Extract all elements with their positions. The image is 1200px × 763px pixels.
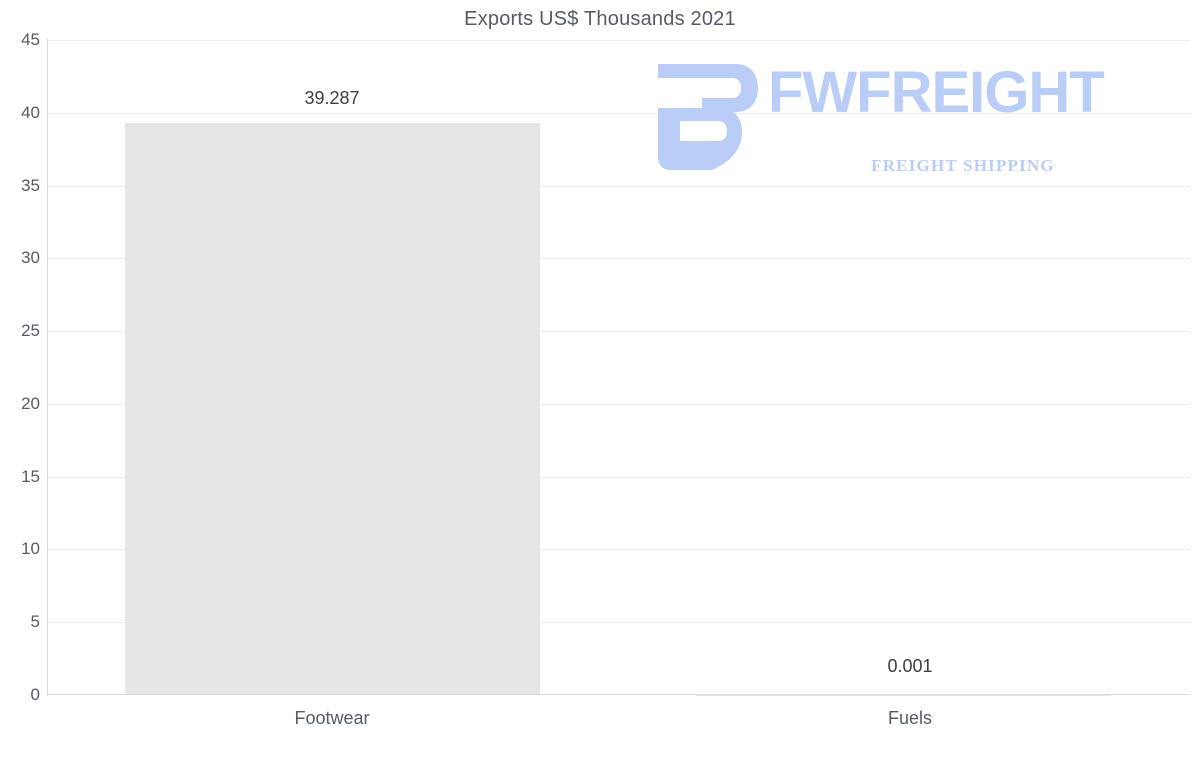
gridline [47, 549, 1190, 551]
y-tick-label: 40 [21, 102, 40, 122]
page-title: Exports US$ Thousands 2021 [464, 8, 736, 30]
gridline [47, 258, 1190, 260]
gridline [47, 112, 1190, 114]
gridline [47, 331, 1190, 333]
x-axis-line [47, 694, 1190, 695]
x-tick-label-footwear: Footwear [294, 708, 370, 728]
y-axis-tick-labels: 45 40 35 30 25 20 15 10 5 0 [0, 30, 40, 704]
gridline [47, 40, 1190, 41]
y-tick-label: 15 [21, 466, 40, 486]
x-tick-label-fuels: Fuels [887, 708, 933, 728]
bar-value-label-fuels: 0.001 [887, 656, 933, 676]
y-tick-label: 30 [21, 248, 40, 268]
y-tick-label: 10 [21, 539, 40, 559]
y-tick-label: 5 [30, 612, 40, 632]
y-tick-label: 20 [21, 393, 40, 413]
gridline [47, 403, 1190, 405]
gridline [47, 185, 1190, 187]
gridline [47, 622, 1190, 624]
y-tick-label: 25 [21, 321, 40, 341]
bar-footwear[interactable] [125, 123, 540, 695]
y-tick-label: 45 [21, 30, 40, 49]
bar-value-label-footwear: 39.287 [304, 88, 360, 108]
y-tick-label: 35 [21, 175, 40, 195]
y-axis-line [47, 38, 48, 696]
plot-area [47, 40, 1190, 695]
y-tick-label: 0 [30, 685, 40, 704]
gridline [47, 476, 1190, 478]
